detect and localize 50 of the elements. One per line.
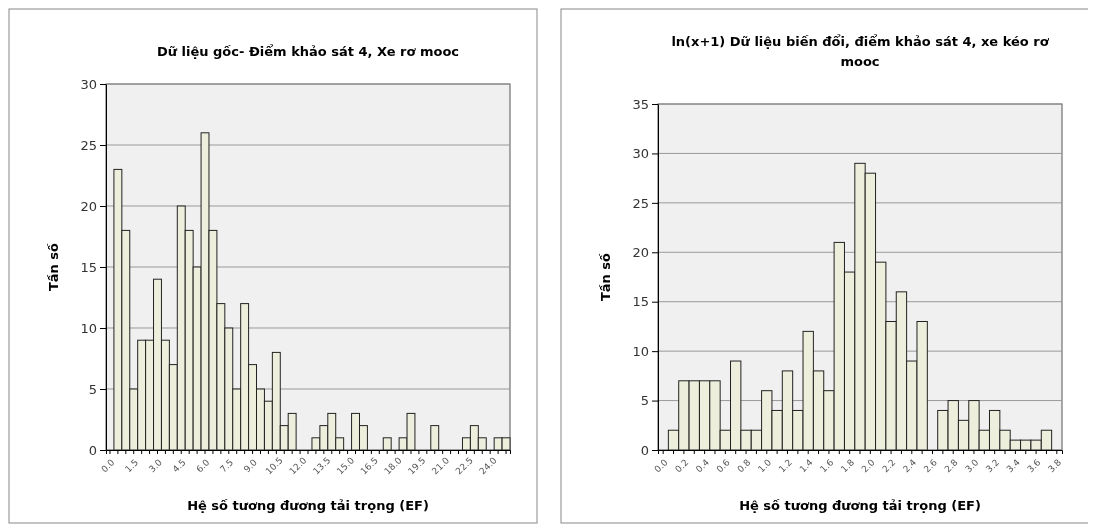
chart-title: Dữ liệu gốc- Điểm khảo sát 4, Xe rơ mooc — [156, 44, 460, 59]
x-tick-label: 1.0 — [756, 457, 774, 475]
x-tick-label: 0.0 — [99, 457, 117, 475]
x-tick-label: 0.4 — [693, 457, 712, 475]
x-tick-label: 2.8 — [942, 457, 960, 475]
y-tick-label: 0 — [640, 442, 649, 458]
x-tick-label: 3.6 — [1025, 457, 1043, 475]
y-tick-label: 25 — [80, 137, 97, 153]
y-tick-label: 15 — [80, 259, 97, 275]
x-axis-title: Hệ số tương đương tải trọng (EF) — [187, 498, 429, 513]
y-tick-label: 30 — [632, 146, 649, 162]
y-tick-label: 20 — [632, 244, 649, 260]
x-axis-title: Hệ số tương đương tải trọng (EF) — [739, 498, 981, 513]
y-tick-label: 30 — [80, 76, 97, 92]
y-tick-label: 20 — [80, 198, 97, 214]
x-tick-label: 3.0 — [146, 457, 165, 475]
x-tick-label: 3.2 — [983, 457, 1002, 475]
x-tick-label: 1.6 — [818, 457, 836, 475]
y-tick-label: 15 — [632, 294, 649, 310]
y-tick-label: 35 — [632, 96, 649, 112]
y-tick-label: 10 — [632, 343, 649, 359]
y-tick-label: 5 — [88, 381, 97, 397]
x-tick-label: 2.4 — [901, 457, 919, 475]
y-tick-label: 25 — [632, 195, 649, 211]
y-tick-label: 5 — [640, 393, 649, 409]
x-tick-label: 0.6 — [714, 457, 732, 475]
x-tick-label: 9.0 — [241, 457, 260, 475]
y-tick-label: 10 — [80, 320, 97, 336]
x-tick-label: 3.8 — [1046, 457, 1064, 475]
x-tick-label: 1.2 — [776, 457, 794, 475]
x-tick-label: 1.4 — [797, 457, 815, 475]
y-tick-label: 0 — [88, 442, 97, 458]
x-tick-label: 0.0 — [652, 457, 670, 475]
x-tick-label: 1.8 — [838, 457, 857, 475]
x-tick-label: 2.0 — [859, 457, 878, 475]
x-tick-label: 3.0 — [963, 457, 981, 475]
x-tick-label: 4.5 — [170, 457, 188, 475]
x-tick-label: 0.8 — [735, 457, 753, 475]
x-tick-label: 2.6 — [921, 457, 940, 475]
x-tick-label: 2.2 — [880, 457, 898, 475]
chart-title: ln(x+1) Dữ liệu biến đổi, điểm khảo sát 4, xe kéo rơ mooc — [671, 34, 1050, 69]
x-tick-label: 3.4 — [1004, 457, 1023, 475]
x-tick-label: 6.0 — [194, 457, 212, 475]
bar — [382, 437, 392, 451]
x-tick-label: 1.5 — [123, 457, 141, 475]
x-tick-label: 7.5 — [218, 457, 236, 475]
y-axis-title: Tần số — [598, 252, 613, 302]
bar — [430, 425, 440, 451]
y-axis-title: Tần số — [46, 242, 61, 292]
x-tick-label: 0.2 — [673, 457, 691, 475]
